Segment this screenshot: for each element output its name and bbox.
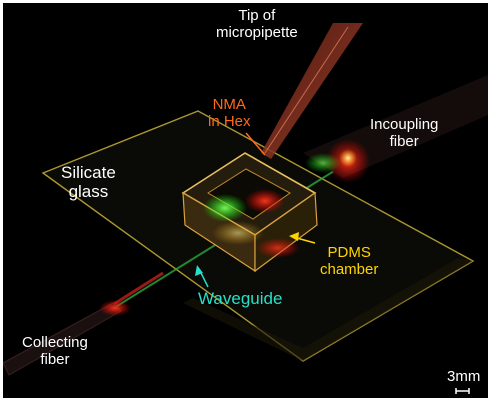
incoupling-green-glow — [305, 153, 341, 173]
micropipette — [261, 23, 363, 159]
collecting-fiber-glow — [99, 300, 131, 316]
incoupling-label-line-2: fiber — [389, 133, 419, 150]
nma-in-hex-label: NMA in Hex — [208, 96, 251, 130]
micropipette-highlight — [264, 26, 349, 154]
chamber-green-glow — [203, 194, 247, 222]
waveguide-label: Waveguide — [198, 289, 283, 308]
incoupling-fiber-core — [339, 149, 357, 167]
collecting-fiber-label: Collecting fiber — [22, 334, 88, 368]
silicate-label-line-2: glass — [68, 182, 109, 201]
nma-pointer — [245, 132, 266, 156]
nma-label-line-2: in Hex — [208, 113, 251, 130]
chamber-red-glow — [245, 189, 285, 213]
collecting-label-line-2: fiber — [40, 351, 70, 368]
scale-bar: 3mm — [447, 369, 480, 385]
chamber-yellow-glow — [212, 221, 264, 245]
incoupling-label-line-1: Incoupling — [370, 116, 439, 133]
tip-of-micropipette-label: Tip of micropipette — [216, 7, 298, 41]
tip-label-line-1: Tip of — [238, 7, 276, 24]
nma-label-line-1: NMA — [212, 96, 246, 113]
chamber-red-front-glow — [256, 238, 300, 258]
tip-label-line-2: micropipette — [216, 24, 298, 41]
silicate-label-line-1: Silicate — [61, 163, 116, 182]
scale-bar-label: 3mm — [447, 368, 481, 385]
pdms-pointer-arrowhead — [289, 232, 299, 241]
waveguide-pointer-arrowhead — [195, 265, 203, 276]
collecting-label-line-1: Collecting — [22, 334, 88, 351]
pdms-chamber-label: PDMS chamber — [320, 244, 378, 278]
photo-scene — [3, 23, 488, 394]
scale-bar-mark — [455, 388, 470, 394]
glass-slide-reflection — [183, 258, 473, 361]
pdms-label-line-1: PDMS — [327, 244, 371, 261]
incoupling-fiber-label: Incoupling fiber — [370, 116, 438, 150]
silicate-glass-label: Silicate glass — [61, 163, 116, 201]
pdms-label-line-2: chamber — [320, 261, 379, 278]
